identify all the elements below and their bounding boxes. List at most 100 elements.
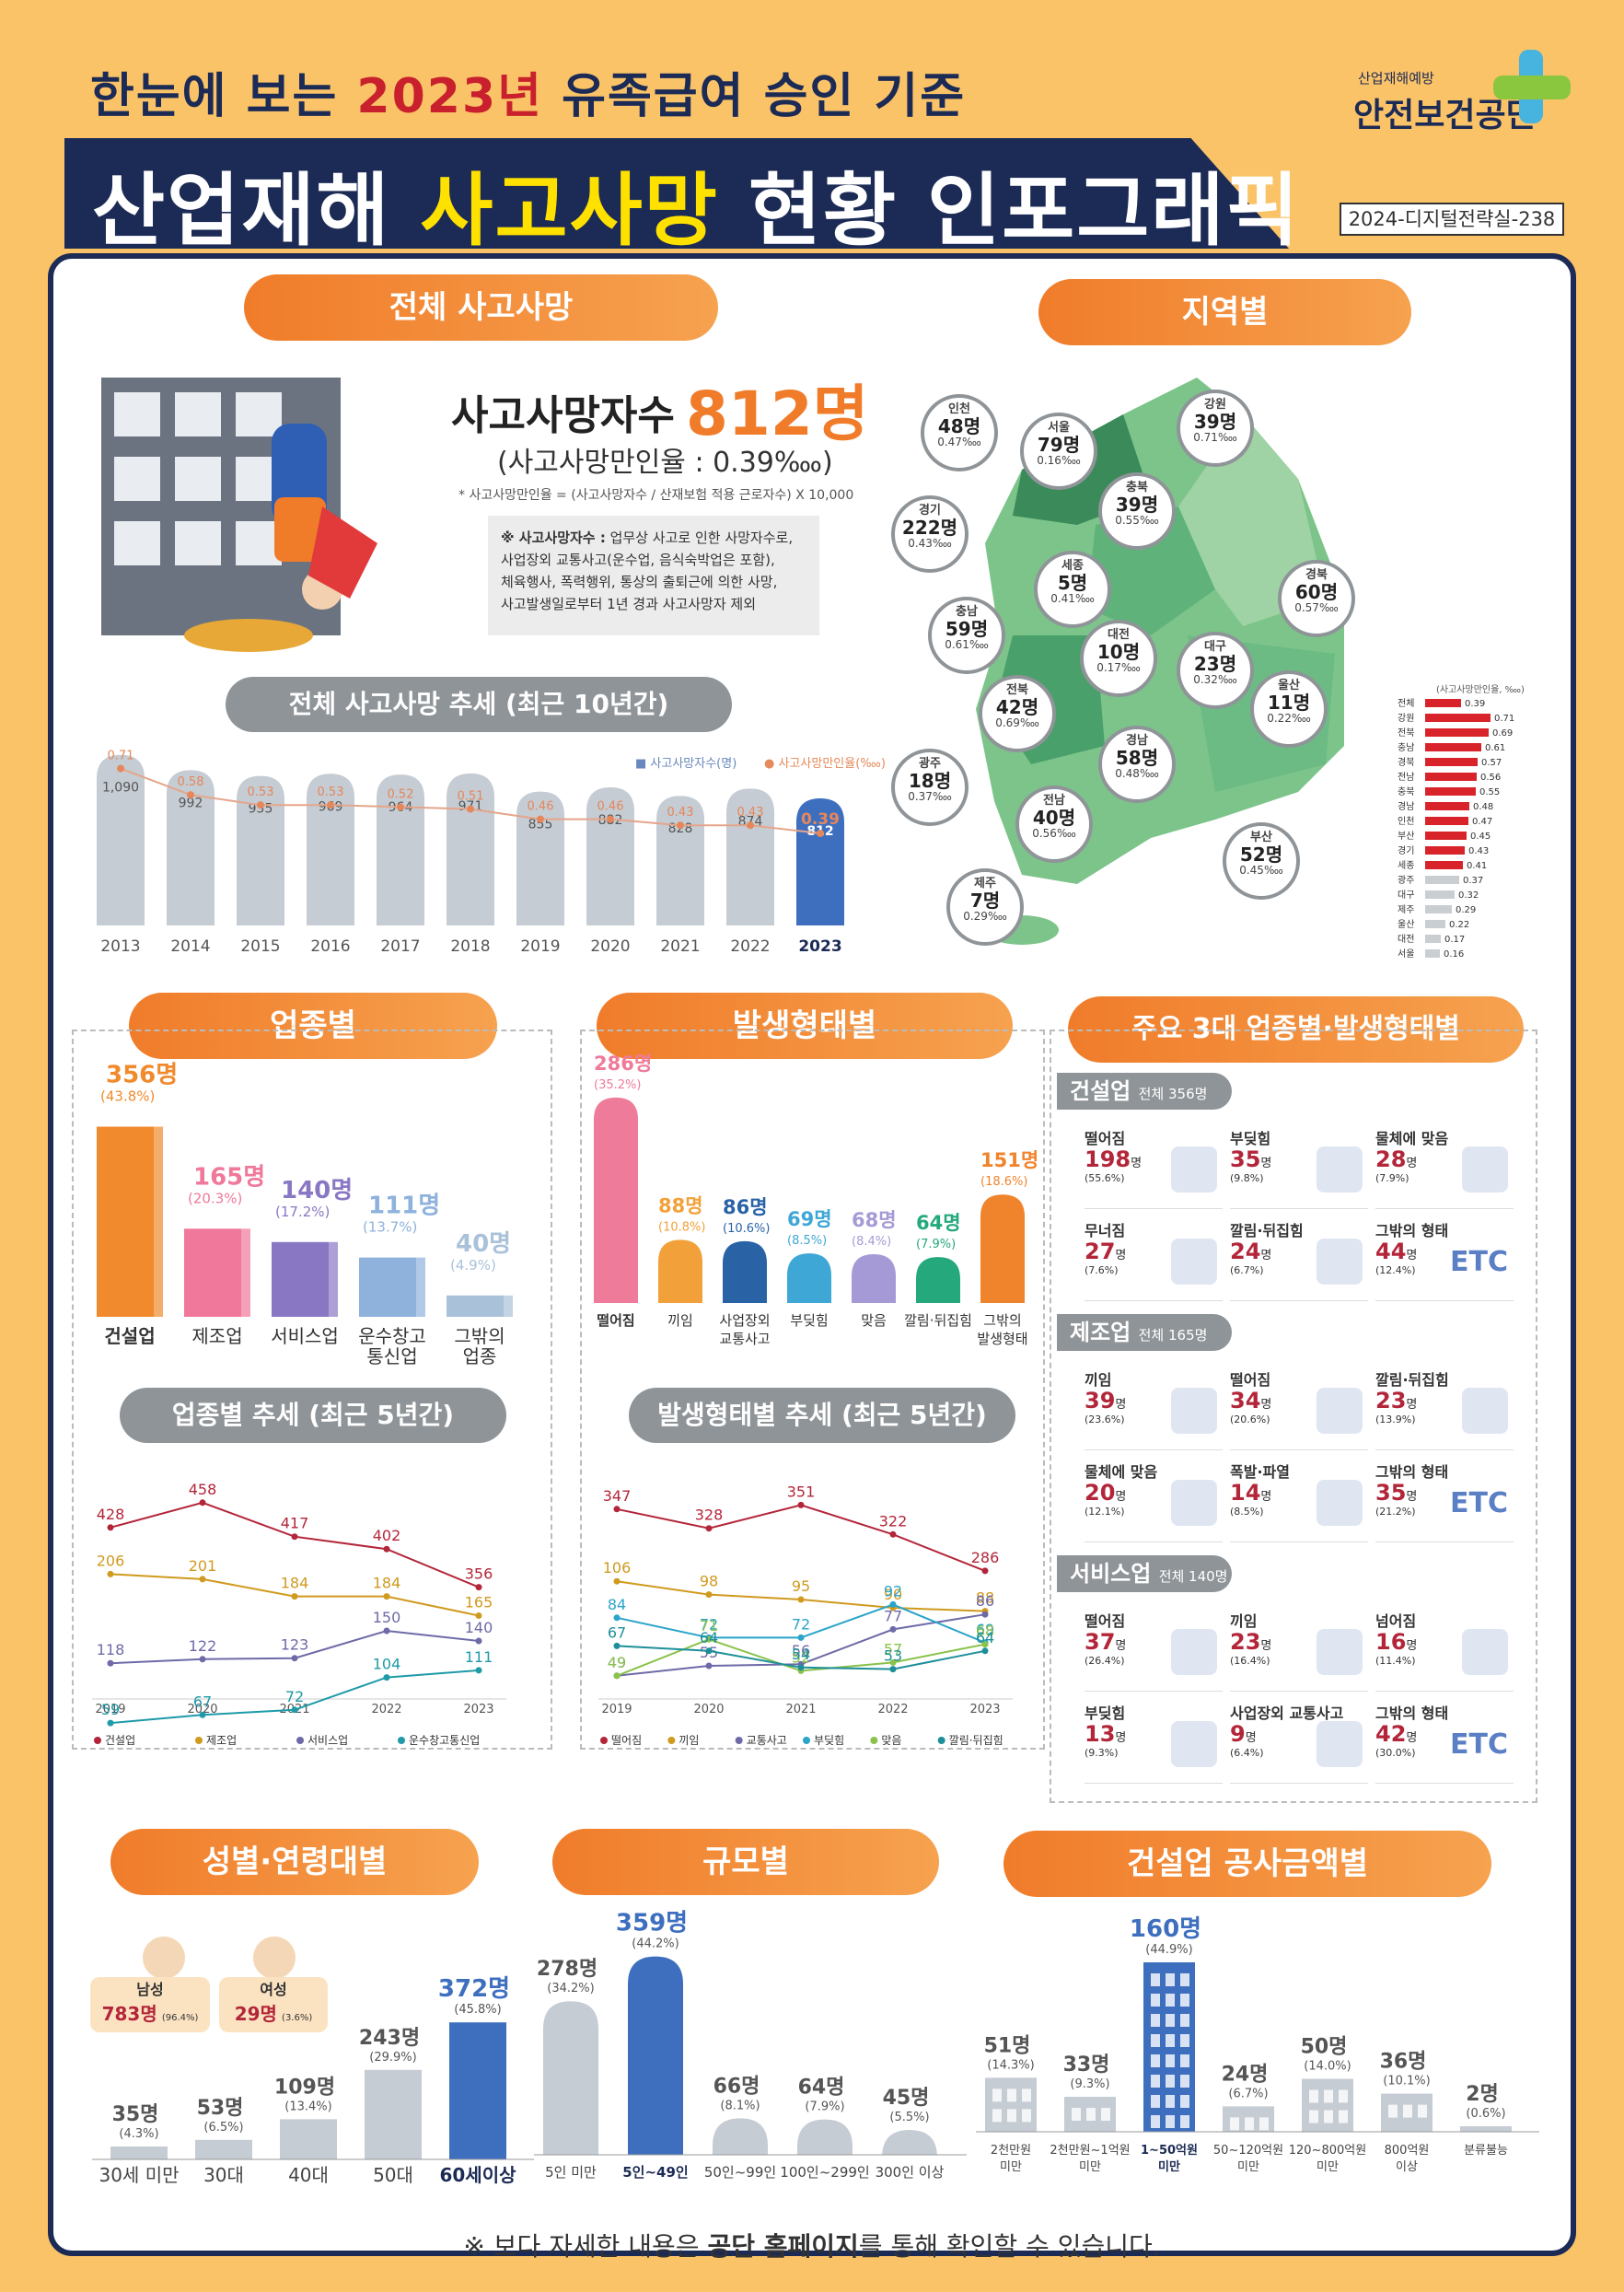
point-교통사고-1 [705,1662,713,1670]
cost-window-2 [1166,2095,1175,2108]
point-서비스업-0 [107,1659,114,1667]
cost-window-0 [1022,2109,1031,2123]
year-2014: 2014 [170,937,210,956]
section-accident: 발생형태별 [597,993,1013,1059]
region-marker-경북: 경북 60명 0.57‱ [1278,560,1355,637]
region-marker-충남: 충남 59명 0.61‱ [928,597,1005,674]
cost-cat-6-0: 분류불능 [1464,2144,1508,2158]
cost-window-4 [1309,2110,1318,2123]
age-chart: 35명(4.3%) 30세 미만 53명(6.5%) 30대 109명(13.4%) 40… [92,1975,534,2186]
cost-cat-4-1: 미만 [1317,2160,1339,2174]
point-부딪힘-3 [889,1600,897,1608]
top3-item-0-4: 깔림·뒤집힘 24명 (6.7%) [1230,1218,1368,1301]
accident-bar-3 [787,1253,831,1303]
rate-label-2015: 0.53 [248,785,274,799]
cost-window-2 [1166,2075,1175,2088]
industry-cat-2-0: 서비스업 [271,1325,339,1347]
label-끼임-4: 88 [976,1589,994,1607]
region-rate-bar-전북 [1425,728,1489,737]
top3-item-0-5: 그밖의 형태 44명 (12.4%) ETC [1375,1218,1514,1301]
size-bar-3 [797,2119,853,2155]
region-rate-value-대구: 0.32 [1458,890,1479,901]
point-서비스업-4 [475,1637,482,1645]
label-건설업-3: 402 [373,1527,401,1544]
label-맞음-2: 52 [792,1648,810,1666]
top3-item-1-2: 깔림·뒤집힘 23명 (13.9%) [1375,1367,1514,1450]
total-value: 812명 [686,378,869,449]
region-rate-value-대전: 0.17 [1444,935,1465,945]
size-value-2: 66명 [713,2075,760,2098]
legend-깔림·뒤집힘: 깔림·뒤집힘 [949,1734,1003,1747]
region-rate-bar-전체 [1425,699,1461,707]
top3-item-0-2: 물체에 맞음 28명 (7.9%) [1375,1126,1514,1209]
accident-trend-chart: 2019 2020 2021 2022 2023 347 328 351 322 286 106 98… [598,1483,1013,1747]
cost-pct-3: (6.7%) [1228,2087,1268,2100]
cost-window-2 [1180,1994,1189,2007]
year-2015: 2015 [240,937,280,956]
region-rate-label-강원: 강원 [1398,713,1414,724]
section-industry-trend: 업종별 추세 (최근 5년간) [120,1388,506,1443]
cost-bar-6 [1460,2126,1512,2132]
accident-value-1: 88명 [658,1194,703,1216]
cost-pct-2: (44.9%) [1145,1943,1192,1957]
cost-pct-5: (10.1%) [1383,2075,1430,2088]
point-건설업-0 [107,1524,114,1531]
cost-cat-5-1: 이상 [1396,2160,1418,2174]
legend-dot-맞음 [870,1737,878,1744]
legend-dot-교통사고 [735,1737,743,1744]
region-rate-bar-광주 [1425,876,1459,884]
rate-label-2018: 0.51 [458,790,484,804]
cost-window-0 [1022,2088,1031,2102]
label-깔림·뒤집힘-1: 64 [700,1629,718,1646]
cost-cat-2-1: 미만 [1158,2159,1180,2174]
cost-value-5: 36명 [1380,2051,1427,2074]
label-깔림·뒤집힘-4: 64 [976,1629,994,1646]
region-rate-value-부산: 0.45 [1470,832,1491,842]
cost-pct-4: (14.0%) [1304,2060,1351,2074]
region-rate-bar-전남 [1425,773,1477,781]
legend-dot-제조업 [195,1737,203,1744]
cost-pct-1: (9.3%) [1070,2077,1109,2091]
cost-window-3 [1245,2117,1254,2131]
industry-value-2: 140명 [281,1177,353,1204]
industry-bar-side-3 [416,1257,425,1317]
rate-label-2014: 0.58 [178,775,204,789]
industry-value-0: 356명 [106,1062,178,1089]
year-2016: 2016 [310,937,350,956]
legend-제조업: 제조업 [206,1734,237,1747]
industry-pct-3: (13.7%) [363,1219,417,1236]
cost-window-5 [1418,2104,1427,2118]
legend-교통사고: 교통사고 [747,1734,787,1747]
section-trend10: 전체 사고사망 추세 (최근 10년간) [226,677,732,732]
accident-cat-1-0: 끼임 [667,1312,693,1329]
bar-2020 [586,787,634,925]
region-rate-label-경기: 경기 [1398,844,1414,856]
cost-cat-1-0: 2천만원~1억원 [1050,2144,1130,2158]
accident-cat-2-1: 교통사고 [719,1331,770,1347]
bar-2023 [796,797,844,925]
definition-box: ※ 사고사망자수 : 업무상 사고로 인한 사망자수로, 사업장외 교통사고(운… [488,516,819,635]
x-tick-2019: 2019 [601,1703,632,1716]
cost-window-1 [1101,2108,1110,2122]
point-맞음-0 [613,1672,621,1680]
label-운수창고통신업-2: 72 [285,1688,304,1705]
bar-label-2013: 1,090 [102,781,139,796]
bar-2016 [307,774,354,925]
region-rate-value-서울: 0.16 [1444,949,1464,960]
cost-window-2 [1151,2075,1160,2088]
cost-window-5 [1388,2104,1398,2118]
region-rate-bar-강원 [1425,714,1491,722]
legend-부딪힘: 부딪힘 [814,1734,844,1747]
label-교통사고-0: 49 [608,1654,626,1671]
cost-window-2 [1151,2014,1160,2027]
bar-label-2019: 855 [528,818,553,832]
cost-window-0 [992,2109,1002,2123]
point-깔림·뒤집힘-3 [889,1666,897,1673]
point-떨어짐-4 [981,1567,989,1575]
accident-pct-6: (18.6%) [980,1175,1027,1189]
male-box: 남성 783명 (96.4%) [90,1977,210,2032]
size-chart: 278명(34.2%) 5인 미만 359명(44.2%) 5인~49인 66명(8.1… [534,1910,967,2181]
point-운수창고통신업-1 [199,1711,206,1718]
label-떨어짐-4: 286 [971,1549,1000,1566]
total-label: 사고사망자수 [451,392,675,439]
